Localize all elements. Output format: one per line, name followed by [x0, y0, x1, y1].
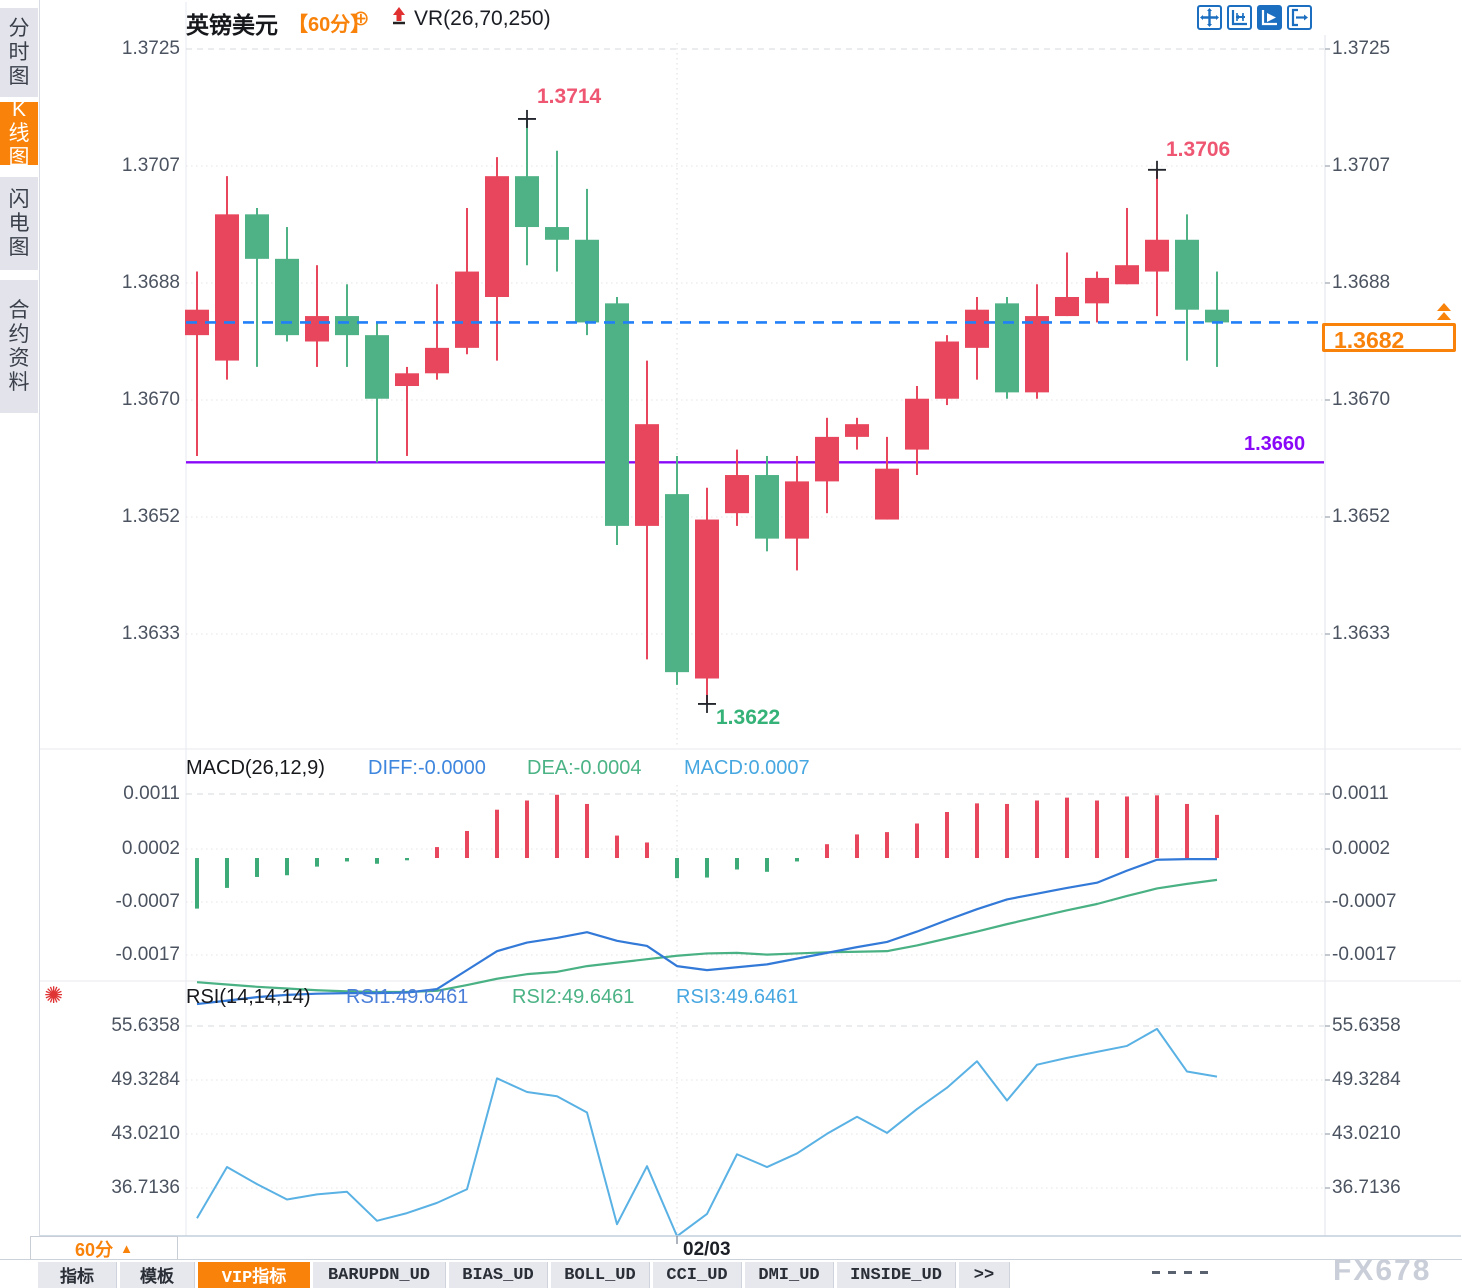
- price-axis-label: 1.3725: [121, 38, 180, 59]
- tab-BARUPDN_UD[interactable]: BARUPDN_UD: [313, 1262, 446, 1288]
- stray-dashes: [1152, 1271, 1212, 1274]
- price-axis-label: 1.3652: [1332, 506, 1391, 527]
- tab-BOLL_UD[interactable]: BOLL_UD: [551, 1262, 650, 1288]
- sidebar-item-char: 时: [8, 40, 30, 64]
- rsi3-value: RSI3:49.6461: [676, 986, 799, 1008]
- price-axis-label: 1.3633: [1332, 623, 1391, 644]
- exit-chart-icon[interactable]: [1287, 5, 1312, 30]
- current-price-tag: 1.3682: [1322, 323, 1456, 353]
- price-axis-label: 1.3688: [121, 272, 180, 293]
- macd-axis-label: 0.0002: [1332, 838, 1391, 859]
- date-label: 02/03: [683, 1239, 731, 1260]
- sidebar-item-3[interactable]: 闪电图: [0, 177, 38, 270]
- macd-diff-value: DIFF:-0.0000: [368, 757, 486, 779]
- indicator-marker-icon[interactable]: ✺: [44, 982, 64, 1008]
- macd-axis-label: 0.0002: [121, 838, 180, 859]
- tab-INSIDE_UD[interactable]: INSIDE_UD: [837, 1262, 956, 1288]
- rsi-axis-label: 55.6358: [111, 1015, 180, 1036]
- price-axis-label: 1.3652: [121, 506, 180, 527]
- sidebar-item-char: 料: [8, 370, 30, 394]
- sidebar-item-char: 图: [8, 235, 30, 259]
- macd-axis-label: -0.0017: [1332, 944, 1397, 965]
- sidebar-item-char: 闪: [8, 187, 30, 211]
- rsi-axis-label: 43.0210: [111, 1123, 180, 1144]
- peak-price-label: 1.3706: [1166, 138, 1231, 161]
- macd-axis-label: -0.0017: [115, 944, 180, 965]
- sidebar-item-char: 图: [8, 145, 30, 169]
- rsi-title[interactable]: RSI(14,14,14): [186, 986, 311, 1008]
- sidebar-item-char: 分: [8, 16, 30, 40]
- price-axis-label: 1.3707: [121, 155, 180, 176]
- price-axis-label: 1.3688: [1332, 272, 1391, 293]
- tab-模板[interactable]: 模板: [120, 1262, 195, 1288]
- support-level-label: 1.3660: [1244, 433, 1306, 455]
- macd-axis-label: 0.0011: [123, 783, 180, 804]
- move-crosshair-icon[interactable]: [1197, 5, 1222, 30]
- tab-CCI_UD[interactable]: CCI_UD: [653, 1262, 742, 1288]
- axis-scale-icon[interactable]: [1227, 5, 1252, 30]
- price-axis-label: 1.3707: [1332, 155, 1391, 176]
- sidebar-item-char: 线: [8, 121, 30, 145]
- high-price-label: 1.3714: [537, 85, 602, 108]
- sidebar-item-char: 图: [8, 64, 30, 88]
- indicator-tabbar: 指标 模板 VIP指标 BARUPDN_UD BIAS_UD BOLL_UD CCI_UD D…: [38, 1262, 1010, 1288]
- price-axis-label: 1.3633: [121, 623, 180, 644]
- price-axis-label: 1.3725: [1332, 38, 1391, 59]
- macd-title[interactable]: MACD(26,12,9): [186, 757, 325, 779]
- rsi-axis-label: 43.0210: [1332, 1123, 1401, 1144]
- circle-plus-icon[interactable]: ⊕: [352, 7, 370, 30]
- price-axis-label: 1.3670: [121, 389, 180, 410]
- period-label: 60分: [75, 1239, 114, 1260]
- rsi-axis-label: 36.7136: [111, 1177, 180, 1198]
- rsi2-value: RSI2:49.6461: [512, 986, 635, 1008]
- arrow-up-icon: [389, 4, 409, 35]
- tab-VIP指标[interactable]: VIP指标: [198, 1262, 310, 1288]
- sidebar-item-1[interactable]: 分时图: [0, 8, 38, 97]
- rsi-axis-label: 49.3284: [111, 1069, 180, 1090]
- sidebar-item-char: 电: [8, 211, 30, 235]
- macd-axis-label: 0.0011: [1332, 783, 1389, 804]
- symbol-title: 英镑美元: [186, 12, 278, 38]
- sidebar-item-char: 约: [8, 322, 30, 346]
- triangle-up-icon: ▲: [120, 1241, 133, 1256]
- macd-axis-label: -0.0007: [1332, 891, 1397, 912]
- rsi-axis-label: 49.3284: [1332, 1069, 1401, 1090]
- macd-axis-label: -0.0007: [115, 891, 180, 912]
- watermark: FX678: [1333, 1254, 1432, 1287]
- rsi1-value: RSI1:49.6461: [346, 986, 469, 1008]
- rsi-axis-label: 36.7136: [1332, 1177, 1401, 1198]
- sidebar-item-char: K: [11, 97, 26, 121]
- sidebar-item-char: 合: [8, 298, 30, 322]
- tab-指标[interactable]: 指标: [38, 1262, 117, 1288]
- price-marker-triangles: [1437, 303, 1451, 320]
- tab->>[interactable]: >>: [959, 1262, 1010, 1288]
- axis-play-active-icon[interactable]: [1257, 5, 1282, 30]
- sidebar-item-char: 资: [8, 346, 30, 370]
- low-price-label: 1.3622: [716, 706, 781, 729]
- macd-macd-value: MACD:0.0007: [684, 757, 810, 779]
- tabbar-border: [0, 1259, 1462, 1260]
- macd-dea-value: DEA:-0.0004: [527, 757, 642, 779]
- price-axis-label: 1.3670: [1332, 389, 1391, 410]
- period-tag[interactable]: 【60分】: [288, 14, 371, 36]
- sidebar-item-4[interactable]: 合约资料: [0, 280, 38, 413]
- period-selector[interactable]: 60分 ▲: [30, 1236, 178, 1260]
- tab-BIAS_UD[interactable]: BIAS_UD: [449, 1262, 548, 1288]
- tab-DMI_UD[interactable]: DMI_UD: [745, 1262, 834, 1288]
- overlay-indicator-label[interactable]: VR(26,70,250): [414, 7, 551, 30]
- rsi-axis-label: 55.6358: [1332, 1015, 1401, 1036]
